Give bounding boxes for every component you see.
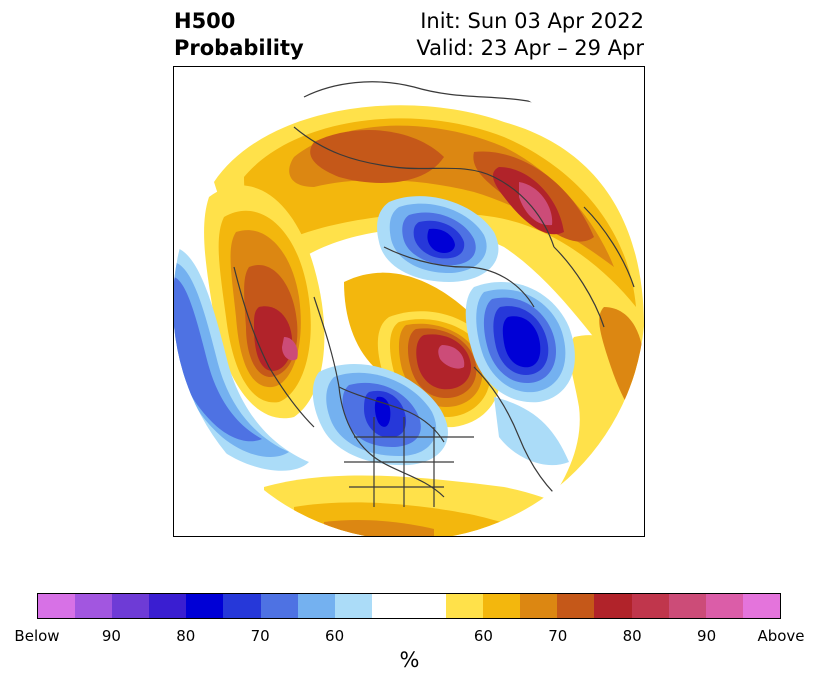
colorbar-unit: %	[399, 648, 420, 672]
probability-map	[174, 68, 644, 536]
colorbar-segment	[742, 594, 780, 618]
colorbar-segment	[520, 594, 558, 618]
colorbar-tick-label: 70	[250, 627, 270, 645]
colorbar-segment	[334, 594, 372, 618]
below-region-atlantic-arc	[494, 397, 569, 466]
title-variable: H500	[174, 9, 236, 33]
colorbar-tick-label: 90	[697, 627, 717, 645]
colorbar-segment	[297, 594, 335, 618]
colorbar-tick-label: 80	[176, 627, 196, 645]
colorbar-segment	[668, 594, 706, 618]
below-region-pacific-west	[174, 247, 309, 471]
colorbar-segment	[705, 594, 743, 618]
colorbar-segment	[260, 594, 298, 618]
colorbar-tick-label: 80	[622, 627, 642, 645]
below-region-north-america	[312, 364, 448, 466]
colorbar-segment	[149, 594, 187, 618]
colorbar-tick-label: 90	[101, 627, 121, 645]
colorbar-tick-label: Above	[757, 627, 805, 645]
colorbar-ticks: Below 90 80 70 60 60 70 80 90 Above	[0, 627, 819, 647]
colorbar	[37, 593, 781, 619]
colorbar-segment	[557, 594, 595, 618]
map-panel	[173, 66, 645, 537]
colorbar-tick-label: 60	[473, 627, 493, 645]
init-date: Init: Sun 03 Apr 2022	[420, 9, 644, 33]
title-left: H500 Probability	[174, 8, 304, 62]
title-product: Probability	[174, 36, 304, 60]
below-region-europe	[465, 281, 575, 403]
colorbar-segment	[483, 594, 521, 618]
colorbar-segment	[446, 594, 484, 618]
colorbar-segment	[75, 594, 113, 618]
valid-range: Valid: 23 Apr – 29 Apr	[416, 36, 644, 60]
above-region-south	[264, 475, 614, 536]
colorbar-segment	[594, 594, 632, 618]
colorbar-tick-label: 70	[548, 627, 568, 645]
colorbar-segment	[631, 594, 669, 618]
colorbar-segment	[408, 594, 447, 618]
colorbar-tick-label: 60	[325, 627, 345, 645]
colorbar-segment	[186, 594, 224, 618]
colorbar-segment	[112, 594, 150, 618]
colorbar-segment	[371, 594, 409, 618]
title-right: Init: Sun 03 Apr 2022 Valid: 23 Apr – 29…	[416, 8, 644, 62]
below-region-arctic	[377, 196, 499, 282]
colorbar-segment	[223, 594, 261, 618]
colorbar-tick-label: Below	[14, 627, 60, 645]
colorbar-segment	[38, 594, 76, 618]
coastlines	[233, 81, 635, 508]
